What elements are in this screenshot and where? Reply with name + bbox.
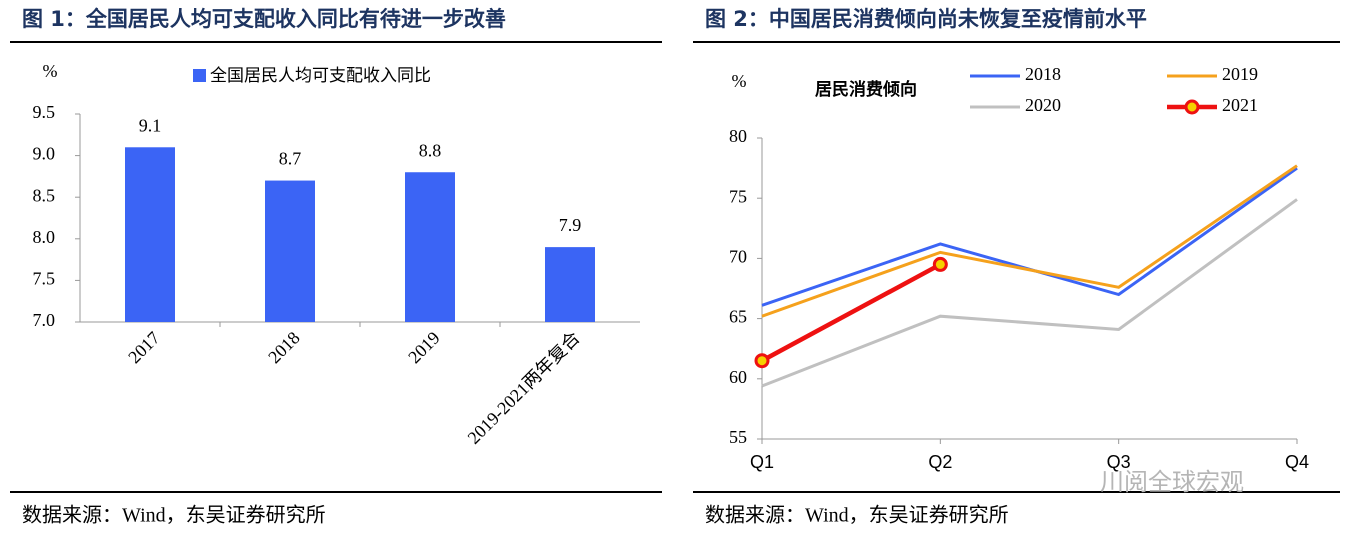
x-tick-label: Q2 <box>928 452 952 472</box>
legend-label: 2018 <box>1025 64 1061 84</box>
x-tick-label: Q1 <box>750 452 774 472</box>
source: 数据来源：Wind，东吴证券研究所 <box>22 504 326 527</box>
series-line <box>760 262 942 363</box>
x-tick-label: Q3 <box>1107 452 1131 472</box>
series-line <box>761 198 1298 388</box>
legend-marker <box>1184 99 1200 115</box>
bar <box>125 147 175 322</box>
legend-label: 全国居民人均可支配收入同比 <box>210 66 431 86</box>
y-tick-label: 75 <box>729 186 747 206</box>
y-axis-label: % <box>732 71 747 91</box>
y-tick-label: 8.0 <box>33 227 56 247</box>
y-tick-label: 9.0 <box>33 144 56 164</box>
chart-title: 图 2：中国居民消费倾向尚未恢复至疫情前水平 <box>705 7 1147 31</box>
series-line <box>761 166 1298 307</box>
legend-swatch <box>193 69 206 82</box>
bar <box>545 247 595 322</box>
series-line <box>761 164 1298 318</box>
x-tick-label: 2019 <box>404 328 444 368</box>
y-tick-label: 7.0 <box>33 310 56 330</box>
source: 数据来源：Wind，东吴证券研究所 <box>705 504 1009 527</box>
value-label: 9.1 <box>139 115 162 135</box>
point <box>754 353 770 369</box>
value-label: 7.9 <box>559 215 582 235</box>
y-tick-label: 7.5 <box>33 269 56 289</box>
y-tick-label: 8.5 <box>33 185 56 205</box>
chart-title: 图 1：全国居民人均可支配收入同比有待进一步改善 <box>22 7 506 31</box>
x-tick-label: 2017 <box>124 328 164 368</box>
legend-label: 2020 <box>1025 95 1061 115</box>
x-tick-label: 2018 <box>264 328 304 368</box>
y-axis-label: % <box>43 61 58 81</box>
legend-label: 2019 <box>1222 64 1258 84</box>
legend-label: 2021 <box>1222 95 1258 115</box>
x-tick-label: Q4 <box>1285 452 1309 472</box>
bar <box>405 172 455 322</box>
y-tick-label: 60 <box>729 367 747 387</box>
value-label: 8.7 <box>279 149 302 169</box>
watermark: 川阅全球宏观 <box>1100 468 1244 496</box>
y-tick-label: 70 <box>729 247 747 267</box>
point <box>932 256 948 272</box>
y-tick-label: 55 <box>729 427 747 447</box>
y-tick-label: 80 <box>729 126 747 146</box>
bar <box>265 180 315 322</box>
chart-subtitle: 居民消费倾向 <box>815 79 917 100</box>
y-tick-label: 65 <box>729 307 747 327</box>
y-tick-label: 9.5 <box>33 102 56 122</box>
x-tick-label: 2019-2021两年复合 <box>464 328 584 448</box>
value-label: 8.8 <box>419 140 442 160</box>
